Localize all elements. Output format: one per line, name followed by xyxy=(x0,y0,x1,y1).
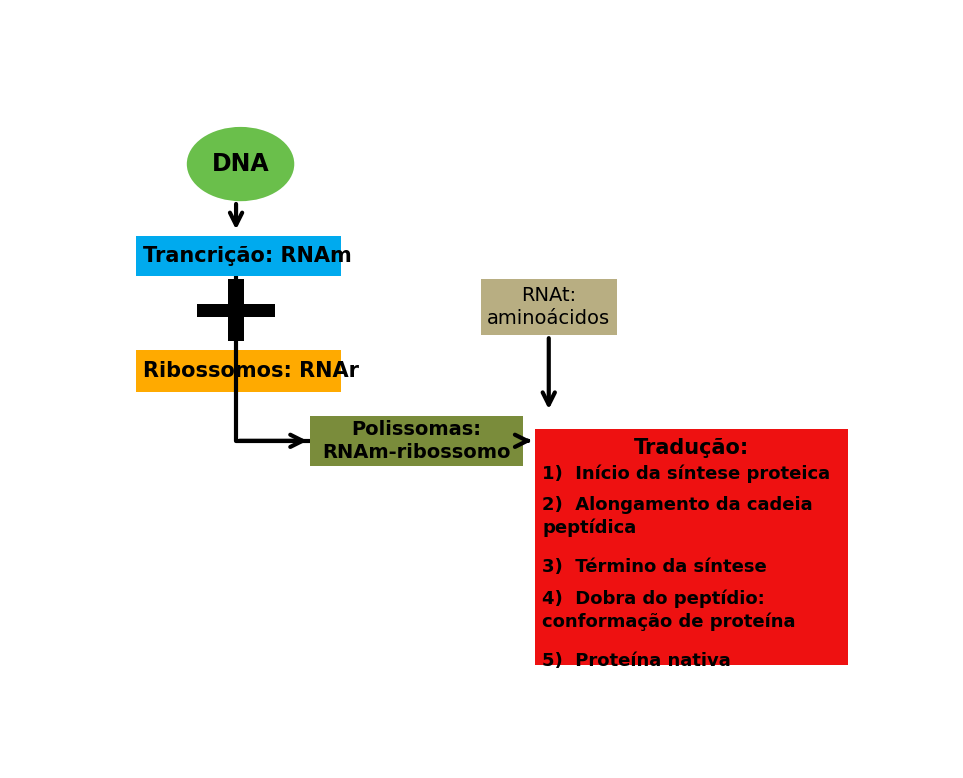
Text: 4)  Dobra do peptídio:
conformação de proteína: 4) Dobra do peptídio: conformação de pro… xyxy=(542,590,795,631)
Text: DNA: DNA xyxy=(212,152,270,176)
Text: Ribossomos: RNAr: Ribossomos: RNAr xyxy=(143,361,359,380)
Bar xyxy=(136,236,341,276)
Bar xyxy=(481,279,616,335)
Text: 3)  Término da síntese: 3) Término da síntese xyxy=(542,559,767,576)
Text: Trancrição: RNAm: Trancrição: RNAm xyxy=(143,247,351,266)
Text: Polissomas:
RNAm-ribossomo: Polissomas: RNAm-ribossomo xyxy=(323,419,511,462)
Text: RNAt:
aminoácidos: RNAt: aminoácidos xyxy=(487,286,611,328)
Text: Tradução:: Tradução: xyxy=(634,438,749,457)
Bar xyxy=(310,415,524,466)
Bar xyxy=(534,429,848,665)
Text: 1)  Início da síntese proteica: 1) Início da síntese proteica xyxy=(542,464,830,483)
Bar xyxy=(197,303,274,317)
Ellipse shape xyxy=(187,127,295,202)
Bar xyxy=(228,279,245,342)
Text: 2)  Alongamento da cadeia
peptídica: 2) Alongamento da cadeia peptídica xyxy=(542,496,813,537)
Bar xyxy=(136,350,341,391)
Text: 5)  Proteína nativa: 5) Proteína nativa xyxy=(542,652,731,670)
